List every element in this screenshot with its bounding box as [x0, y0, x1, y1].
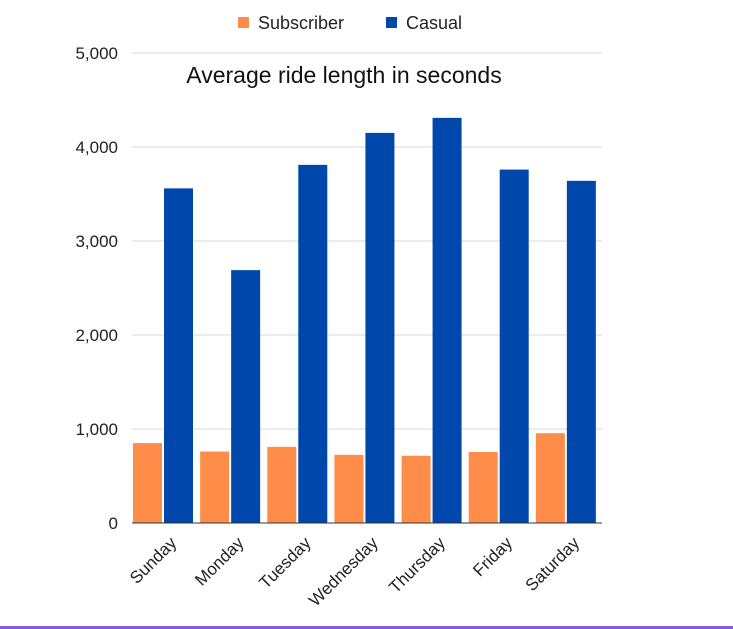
bar-casual-thursday	[432, 117, 462, 524]
legend-label-subscriber: Subscriber	[258, 13, 344, 33]
y-tick-label: 2,000	[75, 326, 118, 345]
x-tick-label: Wednesday	[305, 533, 382, 610]
y-tick-label: 4,000	[75, 138, 118, 157]
x-tick-label: Monday	[191, 533, 248, 590]
legend-label-casual: Casual	[406, 13, 462, 33]
bar-subscriber-monday	[200, 451, 230, 523]
y-axis-ticks: 0 1,000 2,000 3,000 4,000 5,000	[75, 44, 118, 533]
y-tick-label: 5,000	[75, 44, 118, 63]
legend: Subscriber Casual	[238, 13, 462, 33]
bar-subscriber-saturday	[535, 433, 565, 523]
bar-subscriber-friday	[468, 452, 498, 523]
legend-swatch-casual	[386, 17, 397, 28]
x-tick-label: Thursday	[385, 533, 449, 597]
bar-casual-wednesday	[365, 132, 395, 523]
bottom-border	[0, 626, 733, 629]
x-tick-label: Sunday	[126, 533, 181, 588]
bar-subscriber-wednesday	[334, 454, 364, 523]
bar-casual-tuesday	[298, 164, 328, 524]
legend-swatch-subscriber	[238, 17, 249, 28]
bar-casual-friday	[499, 169, 529, 523]
bar-subscriber-tuesday	[267, 446, 297, 523]
chart-title: Average ride length in seconds	[186, 62, 501, 88]
x-tick-label: Tuesday	[256, 533, 315, 592]
y-tick-label: 3,000	[75, 232, 118, 251]
bar-subscriber-sunday	[133, 443, 162, 523]
bar-casual-sunday	[164, 188, 193, 524]
bar-subscriber-thursday	[401, 455, 431, 523]
y-tick-label: 1,000	[75, 420, 118, 439]
bar-casual-saturday	[566, 180, 596, 523]
y-tick-label: 0	[109, 514, 118, 533]
x-tick-label: Saturday	[522, 533, 584, 595]
bar-casual-monday	[231, 270, 261, 523]
bars	[133, 117, 596, 524]
x-tick-label: Friday	[469, 533, 516, 580]
